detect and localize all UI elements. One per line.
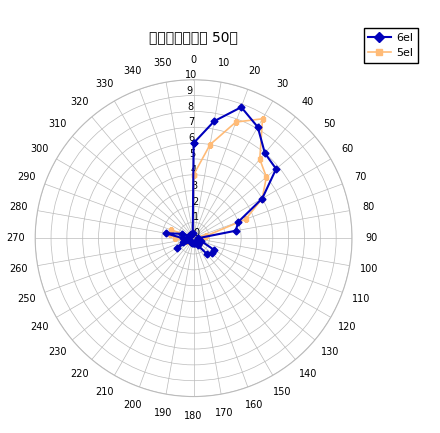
Legend: 6el, 5el: 6el, 5el <box>364 28 418 63</box>
Title: ビーム・パタン 50度: ビーム・パタン 50度 <box>149 30 238 45</box>
